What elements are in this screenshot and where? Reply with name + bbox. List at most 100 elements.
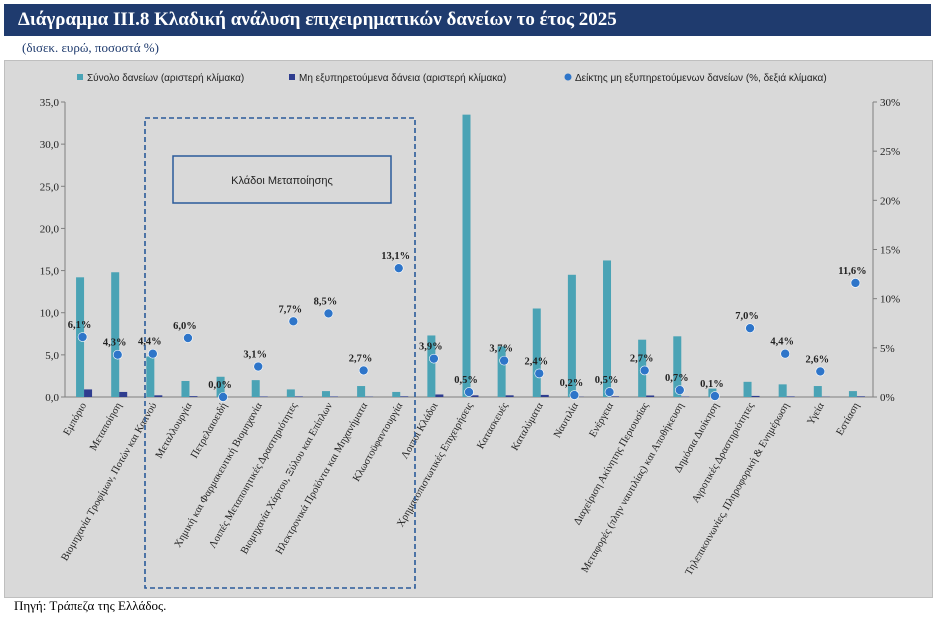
legend: Σύνολο δανείων (αριστερή κλίμακα) Μη εξυπ… (77, 72, 827, 84)
category-label: Εστίαση (835, 401, 862, 437)
bar-total-loans (251, 380, 260, 397)
ratio-dot (815, 366, 826, 377)
category-label: Ενέργεια (588, 401, 617, 440)
left-tick-label: 5,0 (45, 350, 59, 362)
legend-npl-label: Μη εξυπηρετούμενα δάνεια (αριστερή κλίμα… (299, 72, 506, 84)
ratio-dot (674, 385, 685, 395)
bar-total-loans (392, 391, 401, 397)
axes: 0,0 5,0 10,0 15,0 20,0 25,0 30,0 35,0 0% 5% 10% 15%… (40, 97, 900, 404)
bar-npl (329, 396, 338, 397)
category-label: Καταλύματα (510, 401, 546, 453)
ratio-data-label: 2,7% (630, 353, 654, 364)
category-label: Λοιποί Κλάδοι (399, 401, 440, 461)
bar-npl (154, 395, 163, 397)
chart-area: Σύνολο δανείων (αριστερή κλίμακα) Μη εξυπ… (4, 60, 933, 598)
ratio-dot (464, 387, 474, 397)
ratio-data-label: 6,0% (173, 321, 197, 332)
bar-npl (646, 395, 655, 397)
bar-total-loans (603, 260, 612, 397)
bar-total-loans (286, 389, 295, 397)
ratio-dot (358, 365, 369, 376)
ratio-dot (569, 390, 580, 400)
chart-subtitle: (δισεκ. ευρώ, ποσοστά %) (22, 40, 159, 55)
bar-npl (435, 394, 444, 397)
bar-total-loans (462, 114, 471, 397)
category-label: Μεταλλουργία (154, 401, 195, 461)
ratio-dot (534, 368, 545, 379)
right-tick-label: 25% (880, 146, 900, 158)
ratio-data-label: 4,4% (138, 337, 162, 348)
ratio-data-label: 4,4% (770, 337, 794, 348)
ratio-data-label: 3,7% (489, 344, 513, 355)
ratio-data-label: 0,0% (208, 380, 232, 391)
manufacturing-callout-box (172, 155, 392, 204)
bar-npl (611, 396, 620, 397)
ratio-data-label: 0,5% (454, 375, 478, 386)
bar-total-loans (532, 308, 541, 397)
manufacturing-annotation: Κλάδοι Μεταποίησης (144, 117, 416, 589)
bar-total-loans (111, 272, 120, 397)
right-tick-label: 10% (880, 294, 900, 306)
legend-npl-swatch (289, 74, 295, 80)
ratio-dot (253, 361, 264, 372)
ratio-data-label: 13,1% (381, 251, 410, 262)
ratio-data-label: 0,2% (560, 378, 584, 389)
ratio-dot (112, 349, 123, 360)
ratio-dot (77, 332, 88, 342)
chart-svg: Σύνολο δανείων (αριστερή κλίμακα) Μη εξυπ… (40, 72, 900, 589)
ratio-dot (218, 392, 228, 402)
ratio-data-label: 3,9% (419, 342, 443, 353)
bar-total-loans (146, 356, 155, 397)
bar-npl (540, 394, 549, 397)
category-label: Κατασκευές (475, 400, 511, 451)
left-tick-label: 15,0 (40, 266, 60, 278)
bar-npl (856, 396, 865, 397)
right-tick-label: 15% (880, 245, 900, 257)
source-note: Πηγή: Τράπεζα της Ελλάδος. (14, 598, 167, 613)
ratio-dot (710, 391, 720, 401)
ratio-data-label: 7,0% (735, 311, 759, 322)
right-tick-label: 20% (880, 195, 900, 207)
bar-npl (119, 391, 128, 397)
chart-title: Διάγραμμα ΙΙΙ.8 Κλαδική ανάλυση επιχειρη… (18, 9, 617, 30)
bar-npl (294, 396, 303, 397)
right-tick-label: 30% (880, 97, 900, 109)
bar-total-loans (216, 376, 225, 397)
ratio-data-label: 6,1% (68, 320, 92, 331)
ratio-data-label: 4,3% (103, 338, 127, 349)
bar-total-loans (497, 346, 506, 397)
bar-npl (786, 396, 795, 397)
ratio-data-label: 2,4% (524, 356, 548, 367)
ratio-data-label: 2,6% (805, 354, 829, 365)
ratio-dot (393, 263, 404, 273)
bar-total-loans (673, 336, 682, 397)
bar-total-loans (321, 391, 330, 397)
category-label: Αγροτικές Δραστηριότητες (690, 400, 757, 505)
category-label: Μεταποίηση (88, 401, 124, 453)
legend-total-loans-swatch (77, 74, 83, 80)
right-tick-label: 5% (880, 343, 895, 355)
category-label: Ναυτιλία (552, 401, 581, 440)
ratio-dot (745, 323, 755, 333)
bar-npl (505, 395, 514, 397)
legend-total-loans-label: Σύνολο δανείων (αριστερή κλίμακα) (87, 72, 244, 84)
ratio-data-label: 8,5% (314, 296, 338, 307)
ratio-dot (499, 355, 509, 366)
ratio-dot (780, 348, 790, 359)
ratio-data-label: 0,1% (700, 379, 724, 390)
category-label: Υγεία (806, 401, 828, 427)
ratio-dot (429, 353, 439, 364)
legend-npl-ratio-label: Δείκτης μη εξυπηρετούμενων δανείων (%, δ… (575, 72, 827, 84)
ratio-data-label: 0,7% (665, 373, 689, 384)
ratio-dot (604, 387, 615, 397)
bar-total-loans (778, 384, 787, 397)
ratio-dot (639, 365, 650, 376)
manufacturing-dashed-box (144, 117, 416, 589)
bar-npl (259, 396, 268, 397)
ratio-dot (323, 308, 334, 319)
category-label: Χρηματοπιστωτικές Επιχειρήσεις (395, 400, 476, 529)
ratio-data-label: 3,1% (243, 350, 267, 361)
bar-total-loans (848, 391, 857, 397)
ratio-data-label: 7,7% (279, 304, 303, 315)
